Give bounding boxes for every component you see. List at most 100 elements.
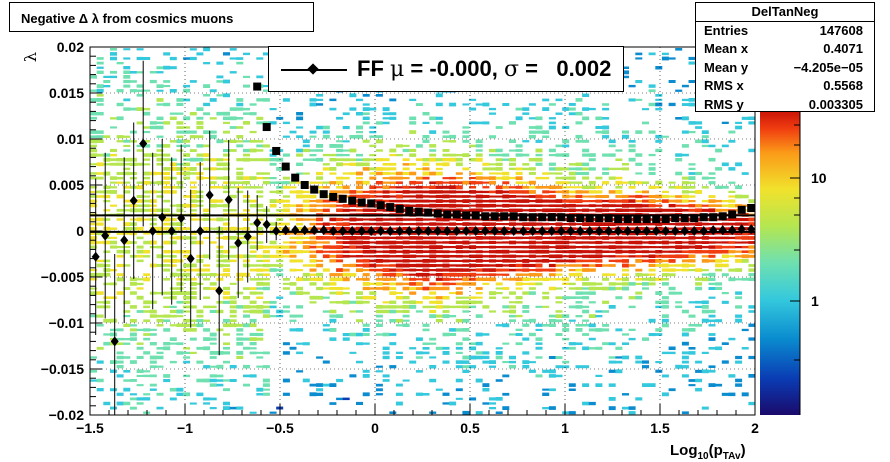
histogram-cell bbox=[555, 176, 563, 180]
histogram-cell bbox=[469, 241, 477, 244]
histogram-cell bbox=[449, 282, 457, 286]
histogram-cell bbox=[356, 268, 363, 272]
diamond-marker bbox=[338, 226, 347, 236]
histogram-cell bbox=[602, 130, 610, 135]
histogram-cell bbox=[249, 223, 257, 226]
histogram-cell bbox=[442, 286, 450, 291]
histogram-cell bbox=[156, 149, 164, 152]
histogram-cell bbox=[216, 263, 224, 268]
histogram-cell bbox=[382, 222, 390, 226]
histogram-cell bbox=[528, 103, 536, 106]
histogram-cell bbox=[96, 172, 104, 175]
histogram-cell bbox=[661, 254, 669, 258]
histogram-cell bbox=[156, 144, 164, 148]
histogram-cell bbox=[509, 236, 516, 239]
histogram-cell bbox=[695, 323, 703, 327]
histogram-cell bbox=[189, 172, 197, 175]
square-marker bbox=[614, 215, 623, 224]
histogram-cell bbox=[455, 177, 463, 180]
diamond-marker bbox=[224, 194, 233, 205]
histogram-cell bbox=[336, 116, 344, 120]
histogram-cell bbox=[695, 360, 703, 364]
histogram-cell bbox=[103, 333, 111, 336]
stats-value: 147608 bbox=[819, 23, 863, 38]
histogram-cell bbox=[615, 245, 623, 249]
histogram-cell bbox=[296, 126, 304, 129]
histogram-cell bbox=[502, 305, 510, 309]
histogram-cell bbox=[482, 268, 490, 272]
histogram-cell bbox=[522, 231, 530, 236]
histogram-cell bbox=[143, 240, 151, 245]
histogram-cell bbox=[735, 378, 743, 383]
histogram-cell bbox=[116, 277, 124, 282]
histogram-cell bbox=[495, 200, 503, 203]
histogram-cell bbox=[435, 171, 443, 176]
histogram-cell bbox=[249, 139, 257, 143]
histogram-cell bbox=[495, 287, 503, 290]
histogram-cell bbox=[568, 296, 576, 299]
histogram-cell bbox=[528, 134, 536, 139]
histogram-cell bbox=[316, 149, 324, 152]
histogram-cell bbox=[688, 102, 696, 107]
histogram-cell bbox=[103, 194, 111, 199]
histogram-cell bbox=[203, 167, 211, 171]
histogram-cell bbox=[528, 200, 536, 203]
histogram-cell bbox=[735, 268, 743, 272]
histogram-cell bbox=[375, 314, 383, 318]
histogram-cell bbox=[243, 112, 250, 115]
histogram-cell bbox=[189, 328, 197, 332]
histogram-cell bbox=[90, 369, 97, 373]
histogram-cell bbox=[176, 139, 184, 144]
histogram-cell bbox=[342, 245, 350, 249]
histogram-cell bbox=[336, 186, 344, 189]
histogram-cell bbox=[223, 401, 230, 406]
histogram-cell bbox=[336, 378, 344, 383]
histogram-cell bbox=[602, 172, 610, 175]
histogram-cell bbox=[269, 203, 277, 208]
histogram-cell bbox=[103, 157, 111, 162]
histogram-cell bbox=[136, 56, 144, 61]
histogram-cell bbox=[296, 291, 304, 295]
histogram-cell bbox=[123, 135, 131, 138]
histogram-cell bbox=[602, 117, 610, 120]
histogram-cell bbox=[90, 245, 97, 249]
histogram-cell bbox=[209, 218, 217, 221]
histogram-cell bbox=[149, 222, 157, 226]
histogram-cell bbox=[555, 204, 563, 208]
histogram-cell bbox=[642, 250, 649, 254]
histogram-cell bbox=[289, 245, 297, 249]
histogram-cell bbox=[668, 351, 676, 355]
histogram-cell bbox=[103, 268, 111, 272]
diamond-marker bbox=[500, 226, 509, 236]
histogram-cell bbox=[622, 277, 629, 282]
histogram-cell bbox=[375, 333, 383, 336]
histogram-cell bbox=[176, 102, 184, 106]
histogram-cell bbox=[143, 153, 151, 157]
histogram-cell bbox=[143, 305, 151, 309]
histogram-cell bbox=[382, 277, 390, 281]
histogram-cell bbox=[661, 318, 669, 323]
histogram-cell bbox=[169, 112, 177, 115]
histogram-cell bbox=[256, 356, 264, 359]
histogram-cell bbox=[515, 296, 523, 300]
histogram-cell bbox=[189, 305, 197, 309]
histogram-cell bbox=[123, 171, 131, 176]
histogram-cell bbox=[602, 310, 610, 313]
histogram-cell bbox=[216, 250, 224, 254]
histogram-cell bbox=[389, 148, 397, 153]
histogram-cell bbox=[688, 250, 696, 254]
histogram-cell bbox=[555, 374, 563, 378]
histogram-cell bbox=[535, 259, 543, 263]
histogram-cell bbox=[489, 245, 496, 249]
histogram-cell bbox=[395, 383, 403, 387]
histogram-cell bbox=[435, 319, 443, 323]
histogram-cell bbox=[282, 287, 290, 290]
histogram-cell bbox=[635, 236, 643, 240]
histogram-cell bbox=[116, 194, 124, 199]
histogram-cell bbox=[362, 112, 370, 115]
histogram-cell bbox=[189, 181, 197, 184]
histogram-cell bbox=[582, 185, 590, 190]
histogram-cell bbox=[123, 163, 131, 166]
histogram-cell bbox=[542, 195, 550, 198]
histogram-cell bbox=[402, 199, 410, 203]
